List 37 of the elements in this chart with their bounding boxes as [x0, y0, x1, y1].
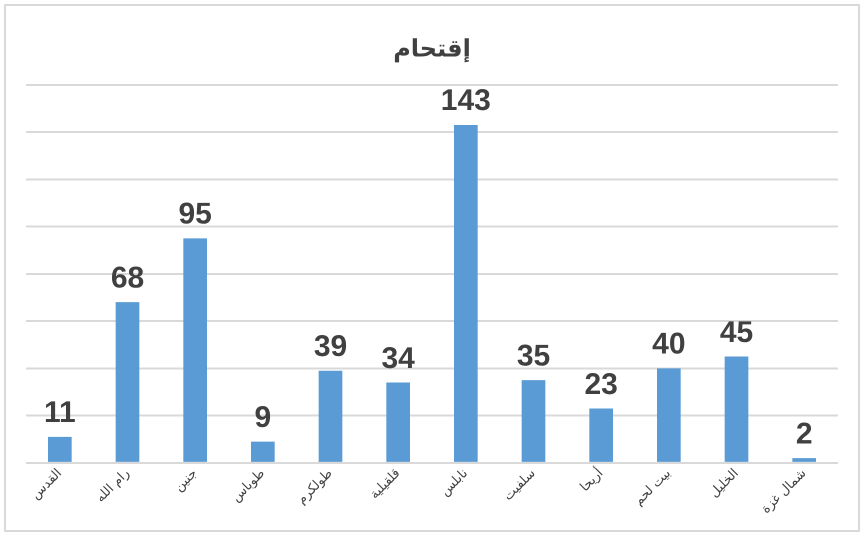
- data-label: 143: [440, 84, 491, 118]
- x-tick-label: شمال غزة: [758, 466, 810, 517]
- data-label: 39: [314, 330, 348, 363]
- bar: [454, 124, 478, 462]
- data-label: 34: [381, 342, 416, 375]
- data-label: 35: [516, 339, 550, 372]
- bar: [656, 368, 681, 462]
- bar: [318, 370, 342, 462]
- bar: [183, 238, 208, 462]
- data-label: 45: [720, 316, 754, 349]
- x-tick-label: رام الله: [93, 466, 133, 506]
- x-tick-label: جنين: [172, 466, 200, 495]
- x-tick-label: أريحا: [576, 464, 606, 495]
- data-label: 9: [254, 400, 272, 434]
- x-tick-label: قلقيلية: [367, 466, 404, 502]
- data-label: 95: [178, 198, 212, 231]
- bar: [589, 408, 614, 462]
- bar: [116, 302, 140, 462]
- bar: [386, 382, 410, 462]
- data-label: 2: [796, 417, 813, 450]
- bar: [250, 442, 275, 462]
- x-tick-label: نابلس: [438, 466, 472, 500]
- bar: [724, 356, 748, 462]
- x-tick-label: بيت لحم: [631, 466, 674, 509]
- bar: [48, 436, 72, 462]
- chart-title: إقتحام: [393, 34, 471, 63]
- x-tick-label: القدس: [28, 466, 66, 503]
- x-tick-label: سلفيت: [500, 466, 539, 504]
- bar: [792, 458, 816, 462]
- data-label: 40: [652, 328, 686, 361]
- bar: [522, 380, 546, 462]
- data-label: 23: [584, 368, 618, 401]
- data-label: 68: [110, 261, 144, 294]
- x-tick-label: طوباس: [228, 466, 268, 506]
- x-tick-label: الخليل: [707, 466, 742, 501]
- x-tick-label: طولكرم: [294, 466, 336, 508]
- data-label: 11: [44, 396, 76, 430]
